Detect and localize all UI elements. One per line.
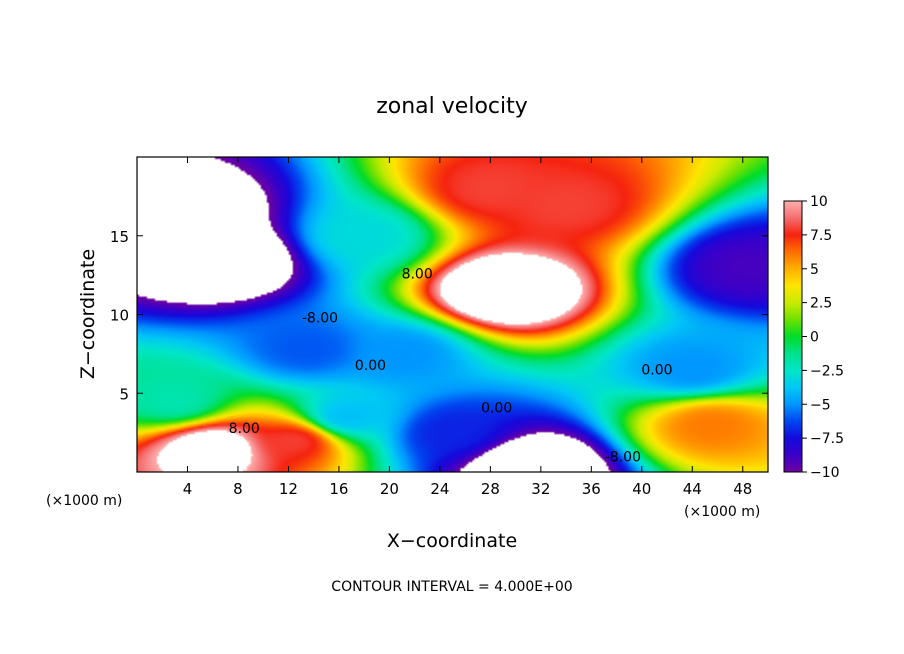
x-tick-label: 20 <box>380 480 399 498</box>
x-tick-label: 12 <box>279 480 298 498</box>
y-axis-ticks: 5 10 15 <box>110 228 768 403</box>
colorbar-tick-label: −10 <box>810 465 840 481</box>
colorbar-tick-label: −7.5 <box>810 431 844 447</box>
x-tick-label: 36 <box>582 480 601 498</box>
colorbar-tick-label: −2.5 <box>810 363 844 379</box>
contour-label: -8.00 <box>302 311 338 327</box>
contour-label: 0.00 <box>355 358 386 374</box>
y-tick-label: 10 <box>110 307 129 325</box>
x-unit-left: (×1000 m) <box>46 493 122 509</box>
colorbar-tick-label: 0 <box>810 330 819 346</box>
x-axis-label: X−coordinate <box>387 530 517 552</box>
x-tick-label: 8 <box>233 480 243 498</box>
x-tick-label: 28 <box>481 480 500 498</box>
colorbar-tick-label: 2.5 <box>810 296 832 312</box>
contour-labels: -8.00 0.00 8.00 0.00 0.00 8.00 -8.00 <box>229 267 673 466</box>
x-tick-label: 32 <box>531 480 550 498</box>
x-tick-label: 16 <box>329 480 348 498</box>
colorbar-tick-label: 5 <box>810 262 819 278</box>
y-tick-label: 15 <box>110 228 129 246</box>
x-tick-label: 44 <box>683 480 702 498</box>
colorbar-ticks: 10 7.5 5 2.5 0 −2.5 −5 −7.5 −10 <box>802 194 844 481</box>
colorbar-tick-label: 10 <box>810 194 828 210</box>
x-tick-label: 48 <box>733 480 752 498</box>
colorbar-tick-label: 7.5 <box>810 228 832 244</box>
x-tick-label: 24 <box>430 480 449 498</box>
contour-label: 8.00 <box>402 267 433 283</box>
chart-title: zonal velocity <box>376 94 528 119</box>
y-tick-label: 5 <box>119 385 129 403</box>
x-axis-ticks: 4 8 12 16 20 24 28 32 36 40 44 48 <box>183 157 752 498</box>
x-unit-right: (×1000 m) <box>684 504 760 520</box>
x-tick-label: 4 <box>183 480 193 498</box>
contour-label: -8.00 <box>605 449 641 465</box>
contour-label: 0.00 <box>481 400 512 416</box>
x-tick-label: 40 <box>632 480 651 498</box>
heatmap-image <box>137 157 768 472</box>
y-axis-label: Z−coordinate <box>77 249 99 379</box>
colorbar: 10 7.5 5 2.5 0 −2.5 −5 −7.5 −10 <box>783 194 844 481</box>
heatmap-area: -8.00 0.00 8.00 0.00 0.00 8.00 -8.00 <box>137 157 768 472</box>
contour-label: 0.00 <box>641 363 672 379</box>
colorbar-tick-label: −5 <box>810 397 831 413</box>
contour-label: 8.00 <box>229 421 260 437</box>
contour-interval-footnote: CONTOUR INTERVAL = 4.000E+00 <box>331 579 572 595</box>
colorbar-image <box>784 201 802 472</box>
